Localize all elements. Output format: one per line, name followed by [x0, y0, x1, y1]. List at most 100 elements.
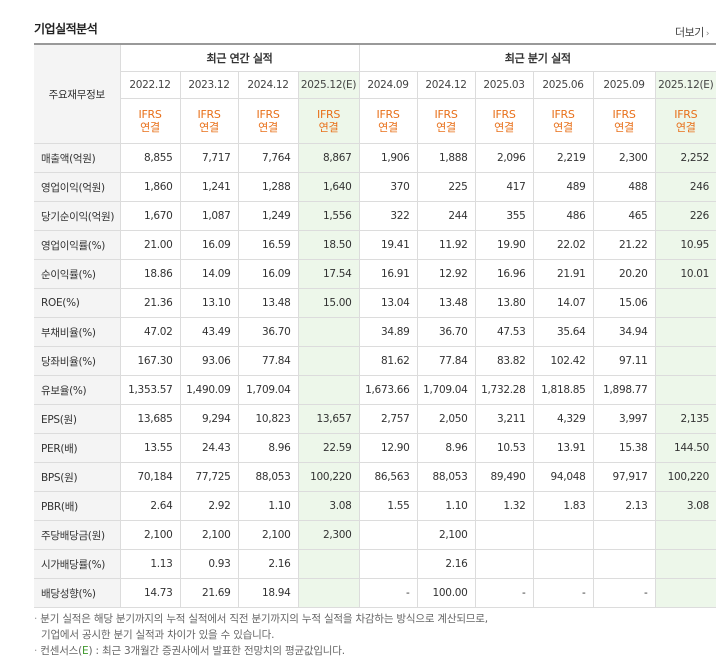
- chevron-right-icon: ›: [705, 29, 710, 39]
- ifrs-consolidated-label: IFRS 연결: [359, 98, 418, 144]
- period-header: 2025.12(E): [298, 71, 360, 99]
- table-row: EPS(원) 13,685 9,294 10,823 13,657 2,757 2,050 3…: [34, 404, 716, 434]
- table-cell: [533, 520, 594, 550]
- ifrs-label: IFRS: [492, 108, 516, 121]
- ifrs-consolidated-label: IFRS 연결: [533, 98, 594, 144]
- row-label: BPS(원): [34, 462, 121, 492]
- row-label: 당좌비율(%): [34, 346, 121, 376]
- consolidated-label: 연결: [318, 121, 339, 134]
- row-label: ROE(%): [34, 288, 121, 318]
- table-cell: 47.53: [475, 317, 534, 347]
- table-cell: 3,997: [593, 404, 656, 434]
- table-cell: [533, 549, 594, 579]
- table-cell: [655, 578, 716, 608]
- table-cell: [655, 375, 716, 405]
- table-cell: 8.96: [417, 433, 476, 463]
- row-label: 시가배당률(%): [34, 549, 121, 579]
- row-label: 매출액(억원): [34, 143, 121, 173]
- row-label: 영업이익률(%): [34, 230, 121, 260]
- table-cell: 21.22: [593, 230, 656, 260]
- period-header: 2023.12: [180, 71, 239, 99]
- table-cell: [593, 549, 656, 579]
- consolidated-label: 연결: [553, 121, 573, 134]
- row-label: 당기순이익(억원): [34, 201, 121, 231]
- table-cell: 93.06: [180, 346, 239, 376]
- table-cell: [655, 520, 716, 550]
- table-cell: 77,725: [180, 462, 239, 492]
- table-cell: 11.92: [417, 230, 476, 260]
- table-row: 영업이익률(%) 21.00 16.09 16.59 18.50 19.41 11.92 19…: [34, 230, 716, 260]
- ifrs-label: IFRS: [551, 108, 575, 121]
- table-cell: 77.84: [417, 346, 476, 376]
- more-label: 더보기: [675, 26, 704, 39]
- table-cell: 21.69: [180, 578, 239, 608]
- table-cell: [298, 549, 360, 579]
- table-cell: [475, 549, 534, 579]
- table-cell: 89,490: [475, 462, 534, 492]
- table-cell: -: [593, 578, 656, 608]
- row-label: 부채비율(%): [34, 317, 121, 347]
- consolidated-label: 연결: [378, 121, 398, 134]
- table-cell: 4,329: [533, 404, 594, 434]
- table-row: PBR(배) 2.64 2.92 1.10 3.08 1.55 1.10 1.32 1.83 2.…: [34, 491, 716, 521]
- ifrs-label: IFRS: [256, 108, 280, 121]
- more-link[interactable]: 더보기 ›: [675, 24, 710, 40]
- table-cell: 226: [655, 201, 716, 231]
- table-cell: [298, 578, 360, 608]
- table-cell: 2.13: [593, 491, 656, 521]
- table-cell: -: [359, 578, 418, 608]
- table-cell: 13.04: [359, 288, 418, 318]
- table-cell: 16.59: [238, 230, 299, 260]
- consolidated-label: 연결: [258, 121, 278, 134]
- table-cell: 2,219: [533, 143, 594, 173]
- table-cell: [655, 317, 716, 347]
- ifrs-consolidated-label: IFRS 연결: [417, 98, 476, 144]
- ifrs-consolidated-label: IFRS 연결: [238, 98, 299, 144]
- annual-group-header: 최근 연간 실적: [120, 45, 360, 72]
- table-cell: 8,867: [298, 143, 360, 173]
- table-cell: 36.70: [238, 317, 299, 347]
- note-consensus-pre: 컨센서스(: [40, 645, 83, 657]
- table-cell: 2,100: [180, 520, 239, 550]
- table-cell: 88,053: [238, 462, 299, 492]
- consolidated-label: 연결: [494, 121, 514, 134]
- table-row: 주당배당금(원) 2,100 2,100 2,100 2,300 2,100: [34, 520, 716, 550]
- table-cell: 36.70: [417, 317, 476, 347]
- table-cell: 16.91: [359, 259, 418, 289]
- table-cell: 1,732.28: [475, 375, 534, 405]
- table-cell: 2,757: [359, 404, 418, 434]
- table-cell: 18.94: [238, 578, 299, 608]
- table-cell: 1.10: [238, 491, 299, 521]
- note-quarterly-cont: 기업에서 공시한 분기 실적과 차이가 있을 수 있습니다.: [41, 627, 274, 642]
- table-cell: 3.08: [655, 491, 716, 521]
- table-cell: 2,100: [120, 520, 181, 550]
- table-cell: 1,249: [238, 201, 299, 231]
- table-cell: 13.48: [417, 288, 476, 318]
- table-cell: 488: [593, 172, 656, 202]
- table-cell: 35.64: [533, 317, 594, 347]
- table-cell: 10.53: [475, 433, 534, 463]
- table-cell: 20.20: [593, 259, 656, 289]
- period-header: 2025.09: [593, 71, 656, 99]
- ifrs-label: IFRS: [674, 108, 698, 121]
- table-cell: 102.42: [533, 346, 594, 376]
- table-cell: 86,563: [359, 462, 418, 492]
- table-cell: 1,860: [120, 172, 181, 202]
- table-cell: 2.16: [238, 549, 299, 579]
- table-cell: 1,490.09: [180, 375, 239, 405]
- table-row: 순이익률(%) 18.86 14.09 16.09 17.54 16.91 12.92 16.…: [34, 259, 716, 289]
- table-cell: 10.95: [655, 230, 716, 260]
- ifrs-header-row: IFRS 연결 IFRS 연결 IFRS 연결 IFRS 연결 IFRS 연결 IFRS 연결 IFRS…: [34, 98, 716, 144]
- table-cell: 2,100: [238, 520, 299, 550]
- table-cell: 19.90: [475, 230, 534, 260]
- table-cell: 12.92: [417, 259, 476, 289]
- table-cell: 18.50: [298, 230, 360, 260]
- period-header: 2024.12: [238, 71, 299, 99]
- table-cell: 21.36: [120, 288, 181, 318]
- table-cell: 7,717: [180, 143, 239, 173]
- table-cell: 81.62: [359, 346, 418, 376]
- table-cell: 9,294: [180, 404, 239, 434]
- table-cell: 1,818.85: [533, 375, 594, 405]
- period-header: 2024.12: [417, 71, 476, 99]
- period-header: 2022.12: [120, 71, 181, 99]
